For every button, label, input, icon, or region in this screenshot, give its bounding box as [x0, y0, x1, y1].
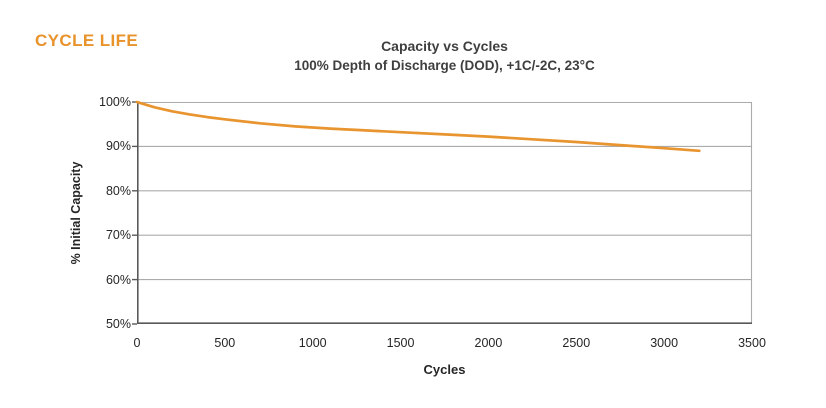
capacity-curve — [135, 100, 701, 153]
x-tick-label: 3500 — [738, 336, 766, 350]
y-tick-label: 50% — [105, 317, 131, 331]
section-heading: CYCLE LIFE — [35, 31, 139, 50]
plot-area — [132, 100, 753, 325]
y-tick-label: 100% — [99, 95, 131, 109]
x-tick-label: 1500 — [386, 336, 415, 350]
x-tick-label: 2500 — [562, 336, 591, 350]
y-tick-label: 90% — [105, 139, 131, 154]
x-tick-label: 2000 — [474, 336, 503, 350]
chart-subtitle: 100% Depth of Discharge (DOD), +1C/-2C, … — [294, 58, 595, 73]
y-tick-label: 60% — [105, 272, 131, 287]
chart-title-block: Capacity vs Cycles 100% Depth of Dischar… — [137, 36, 752, 76]
chart-title: Capacity vs Cycles — [381, 38, 508, 54]
x-tick-label: 3000 — [650, 336, 679, 350]
y-axis-title: % Initial Capacity — [69, 161, 83, 265]
y-tick-label: 70% — [105, 228, 131, 243]
x-axis-title: Cycles — [423, 362, 466, 377]
x-tick-label: 500 — [214, 336, 236, 350]
x-tick-label: 0 — [133, 336, 141, 350]
y-tick-label: 80% — [105, 183, 131, 198]
x-tick-label: 1000 — [298, 336, 327, 350]
